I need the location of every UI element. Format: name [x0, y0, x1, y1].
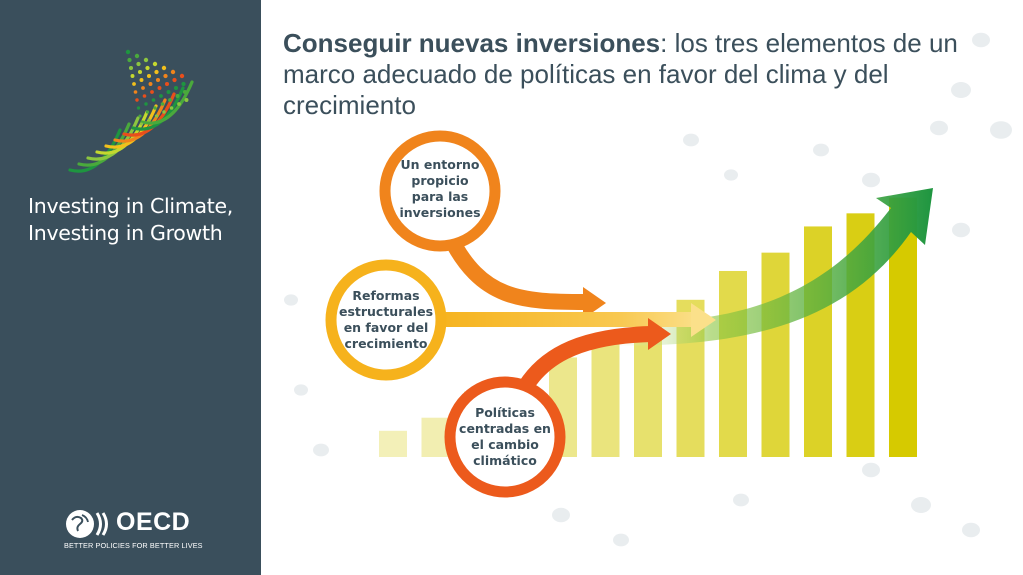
- background-dot: [294, 384, 308, 396]
- logo-dot: [177, 102, 181, 106]
- logo-dot: [145, 110, 150, 114]
- logo-dot: [184, 98, 189, 102]
- logo-dot: [163, 73, 168, 79]
- background-dot: [683, 133, 699, 147]
- logo-dot: [150, 90, 154, 94]
- background-dot: [813, 143, 829, 157]
- logo-dot: [134, 53, 140, 59]
- oecd-circle-icon: [66, 510, 108, 538]
- logo-dot: [168, 98, 172, 102]
- brand-line-1: Investing in Climate,: [28, 194, 234, 218]
- label-reformas: Reformas estructurales en favor del crec…: [338, 288, 434, 351]
- background-dot: [990, 121, 1012, 139]
- diagram-canvas: [284, 32, 1012, 547]
- logo-dot: [137, 69, 143, 75]
- oecd-tagline: BETTER POLICIES FOR BETTER LIVES: [64, 541, 203, 550]
- globe-logo-icon: [68, 49, 194, 173]
- logo-dot: [146, 73, 152, 79]
- logo-dot: [136, 106, 141, 110]
- logo-dot: [151, 98, 156, 102]
- logo-dot: [135, 98, 139, 102]
- background-dot: [552, 507, 570, 523]
- logo-dot: [154, 69, 159, 75]
- page-title: Conseguir nuevas inversiones: los tres e…: [283, 28, 1003, 121]
- title-bold: Conseguir nuevas inversiones: [283, 28, 661, 58]
- logo-dot: [173, 85, 179, 91]
- background-dot: [911, 497, 931, 513]
- arrowhead-entorno: [583, 287, 606, 319]
- logo-dot: [152, 61, 158, 67]
- background-dot: [930, 120, 948, 136]
- logo-dot: [166, 90, 171, 94]
- logo-dot: [128, 65, 134, 71]
- logo-dot: [179, 73, 185, 79]
- logo-dot: [130, 74, 135, 78]
- logo-dot: [155, 77, 161, 83]
- connector-entorno: [441, 231, 587, 310]
- logo-dot: [147, 118, 151, 122]
- brand-name: Investing in Climate, Investing in Growt…: [28, 193, 233, 247]
- background-dot: [862, 462, 880, 478]
- logo-dot: [125, 49, 131, 55]
- growth-bar: [719, 270, 747, 457]
- background-dot: [972, 32, 990, 48]
- logo-dot: [153, 106, 157, 110]
- logo-dot: [141, 86, 145, 90]
- logo-dot: [127, 57, 132, 63]
- title-rest: : los tres elementos de un marco adecuad…: [283, 28, 958, 120]
- logo-dot: [181, 81, 186, 87]
- logo-dot: [161, 65, 167, 71]
- brand-line-2: Investing in Growth: [28, 221, 223, 245]
- background-dot: [952, 222, 970, 238]
- logo-dot: [159, 94, 163, 98]
- oecd-logo: OECD BETTER POLICIES FOR BETTER LIVES: [64, 508, 204, 552]
- background-dot: [613, 533, 629, 547]
- logo-dot: [148, 82, 153, 86]
- logo-dot: [170, 69, 176, 75]
- growth-bar: [591, 344, 620, 457]
- logo-dot: [145, 65, 150, 71]
- background-dot: [862, 172, 880, 188]
- sidebar-panel: Investing in Climate, Investing in Growt…: [0, 0, 261, 575]
- logo-dot: [132, 82, 136, 86]
- logo-dot: [160, 102, 165, 106]
- arrowhead-reformas: [691, 303, 716, 337]
- logo-dot: [136, 61, 141, 67]
- circle-reformas: [325, 259, 447, 381]
- growth-bar: [804, 226, 832, 457]
- logo-dot: [175, 94, 180, 98]
- background-dot: [962, 522, 980, 538]
- logo-dot: [133, 90, 138, 94]
- main-content: Conseguir nuevas inversiones: los tres e…: [261, 0, 1023, 575]
- logo-dot: [157, 86, 162, 90]
- circle-politicas: [444, 376, 566, 498]
- logo-dot: [144, 102, 148, 106]
- oecd-wordmark: OECD: [116, 508, 191, 536]
- logo-dot: [154, 114, 159, 118]
- logo-dot: [164, 81, 170, 87]
- label-politicas: Políticas centradas en el cambio climáti…: [459, 405, 551, 468]
- logo-dot: [139, 78, 144, 82]
- background-dot: [724, 169, 738, 181]
- growth-bar: [379, 430, 407, 457]
- circle-entorno: [379, 130, 501, 252]
- logo-swoosh: [140, 80, 194, 125]
- logo-dot: [140, 122, 143, 126]
- logo-dot: [143, 57, 149, 63]
- logo-dot: [169, 106, 174, 110]
- background-dot: [951, 82, 971, 98]
- connector-reformas: [429, 312, 699, 327]
- logo-dot: [172, 77, 177, 83]
- logo-dot: [142, 94, 147, 98]
- background-dot: [313, 443, 329, 457]
- background-dot: [284, 294, 298, 306]
- logo-dot: [182, 89, 188, 95]
- logo-dot: [162, 110, 166, 114]
- label-entorno: Un entorno propicio para las inversiones: [399, 157, 481, 220]
- background-dot: [733, 493, 749, 507]
- growth-bar: [761, 252, 790, 457]
- logo-dot: [138, 114, 142, 118]
- arrowhead-politicas: [648, 318, 671, 350]
